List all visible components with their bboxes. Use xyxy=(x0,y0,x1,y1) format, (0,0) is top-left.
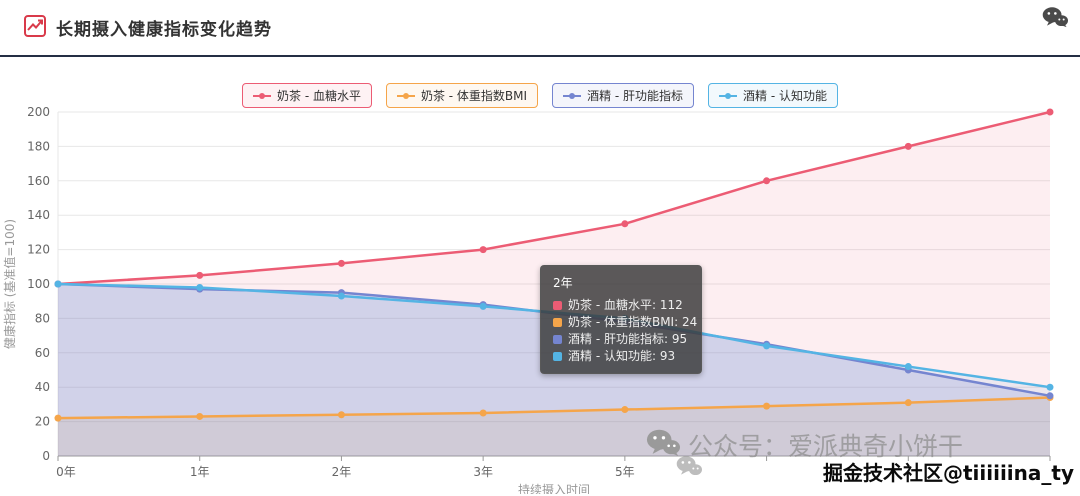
svg-text:1年: 1年 xyxy=(190,465,210,479)
legend-item[interactable]: 奶茶 - 体重指数BMI xyxy=(385,83,539,108)
legend-item-label: 奶茶 - 血糖水平 xyxy=(277,89,361,103)
svg-text:5年: 5年 xyxy=(615,465,635,479)
legend-item[interactable]: 酒精 - 肝功能指标 xyxy=(552,83,695,108)
series-marker xyxy=(553,301,562,310)
legend-item[interactable]: 奶茶 - 血糖水平 xyxy=(242,83,372,108)
svg-text:2年: 2年 xyxy=(332,465,352,479)
svg-text:40: 40 xyxy=(35,380,50,394)
tooltip-row: 奶茶 - 血糖水平: 112 xyxy=(553,297,689,314)
tooltip-row: 奶茶 - 体重指数BMI: 24 xyxy=(553,314,697,331)
header: 长期摄入健康指标变化趋势 xyxy=(0,0,1080,57)
tooltip: 2年 奶茶 - 血糖水平: 112 奶茶 - 体重指数BMI: 24 酒精 - 肝功… xyxy=(540,265,702,374)
svg-text:80: 80 xyxy=(35,311,50,325)
tooltip-row: 酒精 - 肝功能指标: 95 xyxy=(553,331,689,348)
wechat-icon xyxy=(646,428,680,463)
series-marker xyxy=(553,352,562,361)
tooltip-row-text: 酒精 - 肝功能指标: 95 xyxy=(568,332,688,346)
series-marker xyxy=(553,335,562,344)
watermark-black: 掘金技术社区@tiiiiiina_ty xyxy=(822,461,1074,485)
watermark-gray: 公众号：爱派典奇小饼干 xyxy=(646,427,963,463)
svg-text:200: 200 xyxy=(27,105,50,119)
svg-text:120: 120 xyxy=(27,243,50,257)
tooltip-row-text: 酒精 - 认知功能: 93 xyxy=(568,349,676,363)
svg-text:健康指标 (基准值=100): 健康指标 (基准值=100) xyxy=(2,219,17,349)
legend-item[interactable]: 酒精 - 认知功能 xyxy=(708,83,838,108)
tooltip-row-text: 奶茶 - 血糖水平: 112 xyxy=(568,298,683,312)
chart-area: 0 20 40 60 80 100 120 140 160 180 200 0年 1年 2年 3年 5年持续摄… xyxy=(0,57,1080,494)
svg-text:180: 180 xyxy=(27,139,50,153)
wechat-icon xyxy=(1042,6,1068,32)
chart-line-icon xyxy=(24,14,46,41)
page-title: 长期摄入健康指标变化趋势 xyxy=(56,20,272,40)
legend-item-label: 酒精 - 认知功能 xyxy=(743,89,827,103)
svg-text:140: 140 xyxy=(27,208,50,222)
svg-text:0: 0 xyxy=(42,449,50,463)
watermark-gray-text: 公众号：爱派典奇小饼干 xyxy=(688,432,964,461)
legend-line-icon xyxy=(563,92,582,99)
legend-line-icon xyxy=(719,92,738,99)
svg-text:持续摄入时间: 持续摄入时间 xyxy=(518,482,590,494)
legend-line-icon xyxy=(253,92,271,99)
tooltip-title: 2年 xyxy=(553,276,573,290)
tooltip-rows: 奶茶 - 血糖水平: 112 奶茶 - 体重指数BMI: 24 酒精 - 肝功能指标… xyxy=(553,297,697,365)
tooltip-row: 酒精 - 认知功能: 93 xyxy=(553,348,689,365)
legend-line-icon xyxy=(396,92,415,99)
svg-text:20: 20 xyxy=(35,415,50,429)
tooltip-row-text: 奶茶 - 体重指数BMI: 24 xyxy=(568,315,698,329)
svg-text:3年: 3年 xyxy=(473,465,493,479)
svg-text:100: 100 xyxy=(27,277,50,291)
svg-text:0年: 0年 xyxy=(56,465,76,479)
wechat-icon xyxy=(676,455,702,481)
legend-item-label: 奶茶 - 体重指数BMI xyxy=(420,89,528,103)
legend-item-label: 酒精 - 肝功能指标 xyxy=(587,89,684,103)
legend: 奶茶 - 血糖水平 奶茶 - 体重指数BMI 酒精 - 肝功能指标 酒精 - 认知功能 xyxy=(0,83,1080,108)
svg-text:60: 60 xyxy=(35,346,50,360)
svg-text:160: 160 xyxy=(27,174,50,188)
series-marker xyxy=(553,318,562,327)
